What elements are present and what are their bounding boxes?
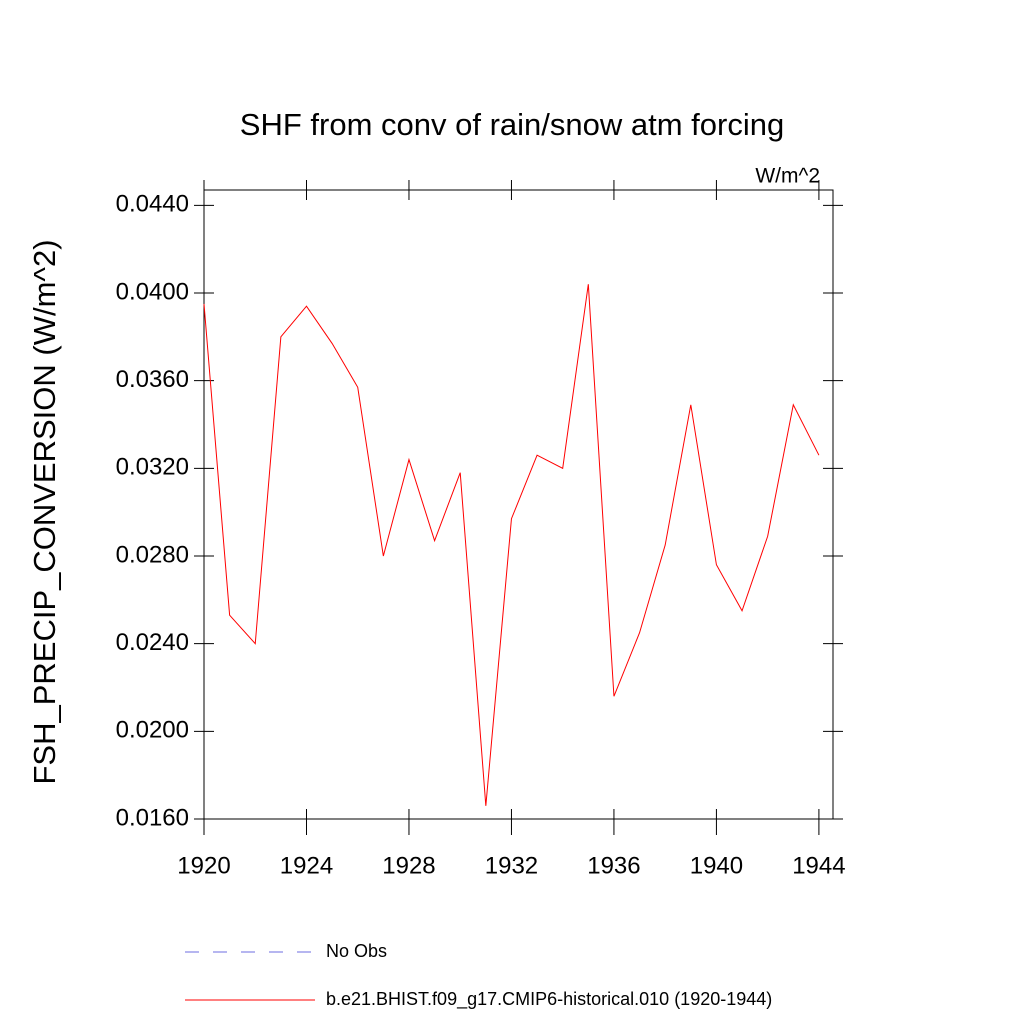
y-axis-label: FSH_PRECIP_CONVERSION (W/m^2) bbox=[27, 239, 62, 784]
x-tick-label: 1944 bbox=[792, 852, 845, 879]
legend-label: No Obs bbox=[326, 941, 387, 961]
y-tick-label: 0.0360 bbox=[116, 366, 189, 393]
x-tick-label: 1920 bbox=[177, 852, 230, 879]
chart-title: SHF from conv of rain/snow atm forcing bbox=[240, 107, 784, 142]
legend-label: b.e21.BHIST.f09_g17.CMIP6-historical.010… bbox=[326, 989, 772, 1010]
y-tick-label: 0.0280 bbox=[116, 541, 189, 568]
plot-frame bbox=[203, 189, 834, 820]
units-label: W/m^2 bbox=[755, 165, 820, 188]
y-tick-label: 0.0160 bbox=[116, 804, 189, 831]
y-tick-label: 0.0240 bbox=[116, 629, 189, 656]
x-tick-label: 1940 bbox=[690, 852, 743, 879]
x-tick-label: 1924 bbox=[280, 852, 333, 879]
y-tick-label: 0.0320 bbox=[116, 454, 189, 481]
x-tick-label: 1932 bbox=[485, 852, 538, 879]
y-tick-label: 0.0400 bbox=[116, 278, 189, 305]
x-tick-label: 1936 bbox=[587, 852, 640, 879]
x-tick-label: 1928 bbox=[382, 852, 435, 879]
y-tick-label: 0.0200 bbox=[116, 717, 189, 744]
data-line bbox=[203, 284, 820, 806]
y-tick-label: 0.0440 bbox=[116, 191, 189, 218]
